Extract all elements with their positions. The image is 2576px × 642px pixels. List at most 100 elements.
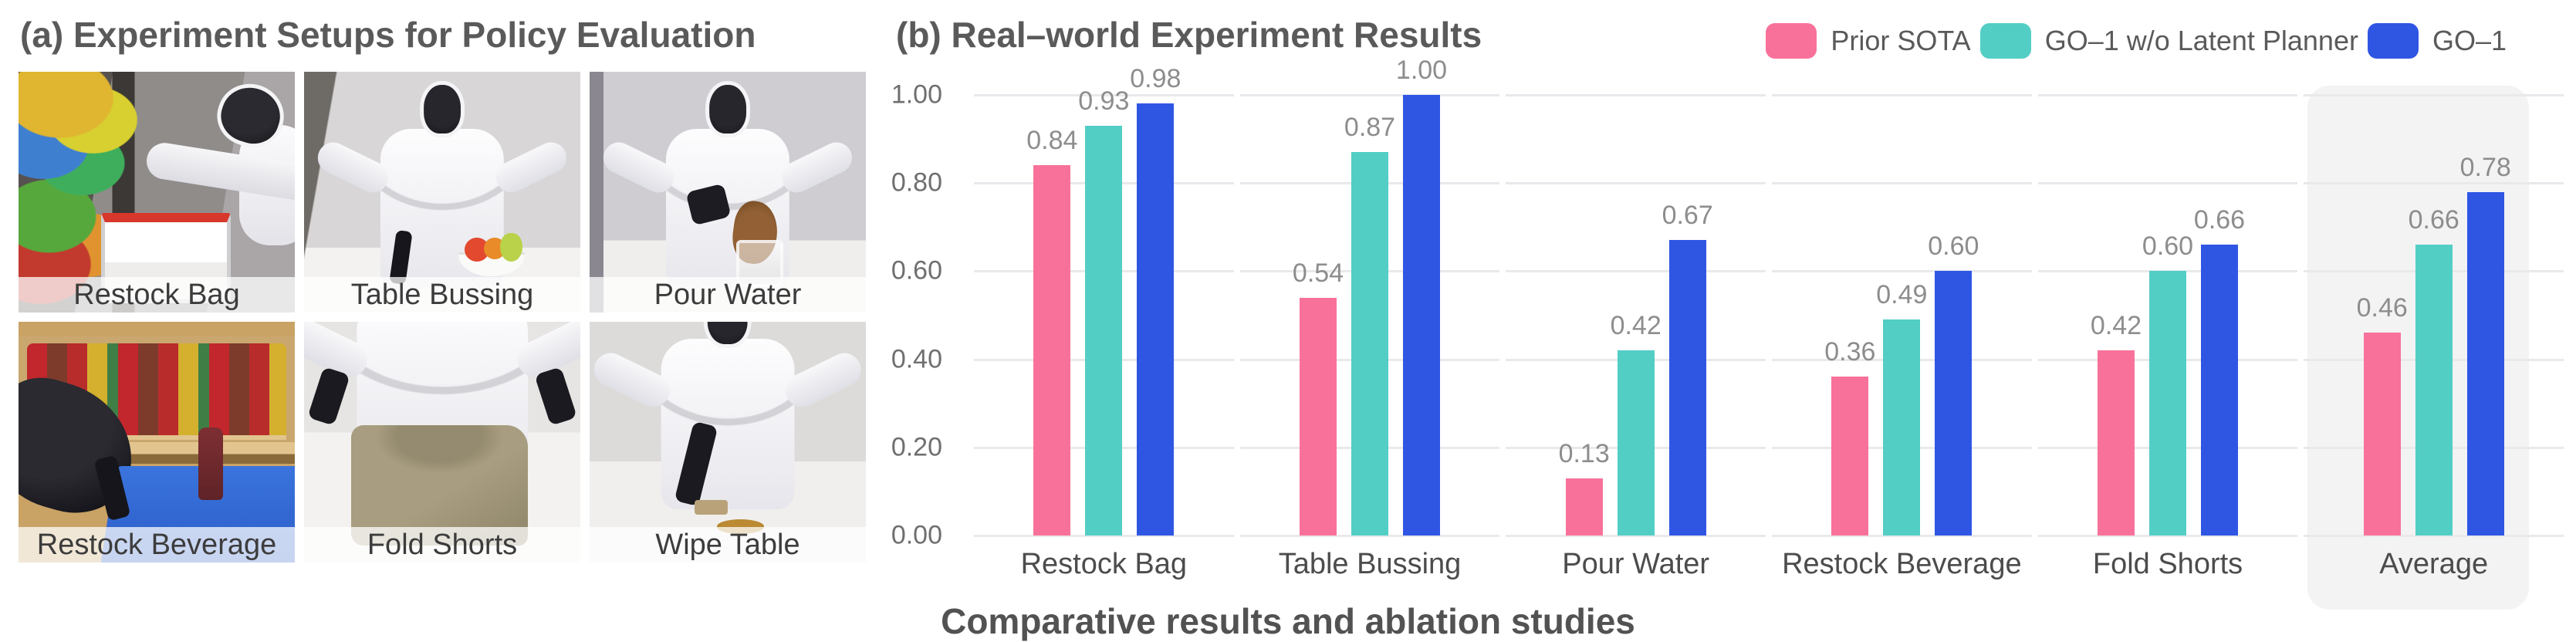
chart-group-pour-water: 0.13 0.42 0.67 Pour Water [1506, 94, 1766, 580]
gridline [1772, 535, 2032, 537]
photo-restock-bag: Restock Bag [19, 72, 295, 313]
gridline [2304, 182, 2564, 185]
gridline [974, 535, 1234, 537]
bar-go-1-w-o-latent-planner: 0.93 [1078, 86, 1129, 536]
robot-right-gripper-illustration [534, 367, 577, 426]
legend-item-3: GO–1 [2367, 23, 2507, 59]
y-tick-label: 1.00 [891, 79, 942, 110]
bar-cluster: 0.42 0.60 0.66 [2091, 95, 2245, 536]
table-bussing-photo-illustration [304, 72, 580, 313]
photo-label-fold-shorts: Fold Shorts [304, 527, 580, 563]
chart-group-restock-beverage: 0.36 0.49 0.60 Restock Beverage [1772, 94, 2032, 580]
bar-cluster: 0.84 0.93 0.98 [1026, 64, 1181, 536]
bar-value-label: 0.84 [1026, 126, 1078, 156]
legend-label: GO–1 w/o Latent Planner [2044, 25, 2358, 56]
gridline [2037, 94, 2298, 96]
x-axis-label-pour-water: Pour Water [1562, 548, 1710, 580]
bar-prior-sota: 0.54 [1293, 258, 1344, 536]
bar-go-1-w-o-latent-planner: 0.66 [2409, 205, 2459, 536]
bar-value-label: 0.36 [1824, 337, 1876, 367]
robot-left-arm-illustration [313, 137, 394, 198]
bar-cluster: 0.36 0.49 0.60 [1824, 95, 1979, 536]
bar-chart-plot: 0.84 0.93 0.98 Restock Bag 0.54 0.87 1.00 Table… [974, 56, 2564, 610]
photo-table-bussing: Table Bussing [304, 72, 580, 313]
y-tick-label: 0.60 [891, 255, 942, 286]
photo-label-wipe-table: Wipe Table [590, 527, 866, 563]
y-tick-label: 0.80 [891, 167, 942, 198]
x-axis-label-table-bussing: Table Bussing [1278, 548, 1462, 580]
bar-go-1-w-o-latent-planner: 0.87 [1344, 113, 1395, 536]
bar-value-label: 1.00 [1395, 56, 1448, 85]
robot-head-illustration [420, 81, 465, 137]
photo-label-pour-water: Pour Water [590, 277, 866, 313]
bar-go-1: 0.98 [1130, 64, 1181, 536]
photo-pour-water: Pour Water [590, 72, 866, 313]
y-tick-label: 0.20 [891, 432, 942, 462]
gridline [1772, 182, 2032, 185]
wipe-table-photo-illustration [590, 322, 866, 563]
legend-item-2: GO–1 w/o Latent Planner [1979, 23, 2358, 59]
bar-value-label: 0.66 [2408, 205, 2459, 235]
bar-go-1: 0.66 [2194, 205, 2245, 536]
gridline [1506, 270, 1766, 273]
gridline [1506, 94, 1766, 96]
fold-shorts-photo-illustration [304, 322, 580, 563]
gridline [1772, 94, 2032, 96]
bar-go-1-w-o-latent-planner: 0.42 [1611, 311, 1662, 536]
photo-fold-shorts: Fold Shorts [304, 322, 580, 563]
chart-group-average: 0.46 0.66 0.78 Average [2304, 86, 2564, 610]
y-tick-label: 0.00 [891, 520, 942, 550]
photo-wipe-table: Wipe Table [590, 322, 866, 563]
pour-water-photo-illustration [590, 72, 866, 313]
robot-left-gripper-illustration [307, 367, 350, 426]
photo-label-table-bussing: Table Bussing [304, 277, 580, 313]
chart-group-table-bussing: 0.54 0.87 1.00 Table Bussing [1239, 56, 1500, 580]
y-axis: 1.00 0.80 0.60 0.40 0.20 0.00 [891, 80, 942, 550]
bar-go-1: 0.67 [1662, 201, 1713, 536]
bar-prior-sota: 0.13 [1559, 439, 1610, 536]
x-axis-label-restock-bag: Restock Bag [1020, 548, 1188, 580]
bar-cluster: 0.13 0.42 0.67 [1559, 95, 1713, 536]
gridline [2304, 535, 2564, 537]
photo-restock-beverage: Restock Beverage [19, 322, 295, 563]
bar-prior-sota: 0.42 [2091, 311, 2142, 536]
gridline [2037, 535, 2298, 537]
bar-cluster: 0.54 0.87 1.00 [1293, 56, 1447, 536]
gridline [1239, 94, 1500, 96]
bar-value-label: 0.98 [1130, 64, 1182, 94]
bar-prior-sota: 0.46 [2357, 293, 2408, 536]
gridline [1772, 270, 2032, 273]
bar-cluster: 0.46 0.66 0.78 [2357, 95, 2511, 536]
photo-grid: Restock Bag Table Bussing Pour Water Restoc… [19, 72, 866, 563]
gridline [2037, 182, 2298, 185]
robot-right-arm-illustration [776, 137, 857, 198]
legend-item-1: Prior SOTA [1766, 23, 1971, 59]
bar-prior-sota: 0.36 [1824, 337, 1875, 536]
robot-left-arm-illustration [590, 347, 675, 413]
robot-left-arm-illustration [598, 137, 679, 198]
panel-a-title: (a) Experiment Setups for Policy Evaluat… [20, 15, 756, 55]
bar-value-label: 0.49 [1876, 280, 1928, 310]
bar-prior-sota: 0.84 [1026, 126, 1077, 536]
x-axis-label-fold-shorts: Fold Shorts [2092, 548, 2243, 580]
legend-swatch-icon [1766, 23, 1817, 59]
experiment-setups-panel: (a) Experiment Setups for Policy Evaluat… [17, 0, 874, 642]
legend-label: GO–1 [2432, 25, 2507, 56]
bar-value-label: 0.93 [1078, 86, 1130, 116]
gridline [1239, 535, 1500, 537]
bar-value-label: 0.60 [1928, 231, 1979, 262]
gridline [2304, 94, 2564, 96]
restock-bag-photo-illustration [19, 72, 295, 313]
legend-label: Prior SOTA [1831, 25, 1971, 56]
bar-value-label: 0.13 [1558, 438, 1610, 468]
bar-go-1: 1.00 [1396, 56, 1447, 536]
chart-group-fold-shorts: 0.42 0.60 0.66 Fold Shorts [2037, 94, 2298, 580]
photo-label-restock-beverage: Restock Beverage [19, 527, 295, 563]
robot-head-illustration [705, 81, 750, 137]
x-axis-label-average: Average [2379, 548, 2489, 580]
bar-go-1: 0.78 [2460, 153, 2511, 536]
gridline [1506, 182, 1766, 185]
bar-value-label: 0.66 [2193, 205, 2246, 235]
bottle-illustration [198, 427, 223, 500]
bar-value-label: 0.42 [1610, 311, 1662, 341]
